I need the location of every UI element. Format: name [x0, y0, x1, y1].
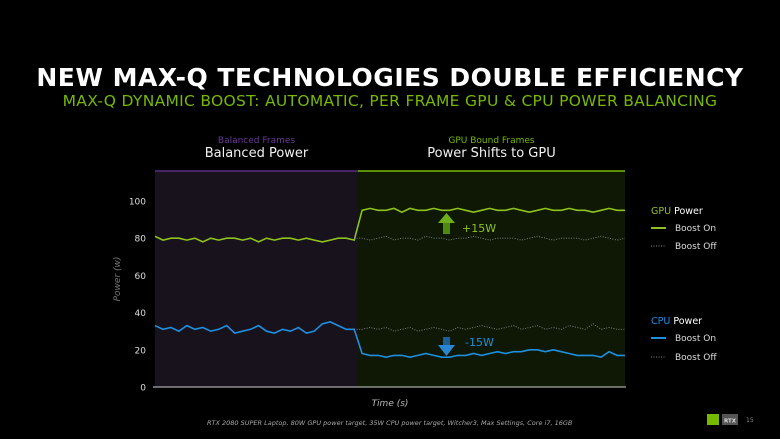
legend-gpu-off: Boost Off — [675, 242, 717, 252]
cpu-delta-label: -15W — [465, 336, 494, 349]
phase-label-balanced: Balanced Frames — [217, 136, 296, 146]
y-tick-label: 100 — [129, 198, 146, 208]
phase-region-balanced — [155, 171, 358, 387]
y-tick-label: 0 — [140, 384, 146, 394]
legend-gpu-prefix: GPU — [651, 206, 671, 217]
legend-cpu-on: Boost On — [675, 334, 716, 344]
y-axis-label: Power (w) — [113, 257, 123, 302]
page-number: 15 — [746, 417, 754, 424]
phase-label-gpu-bound: GPU Bound Frames — [448, 136, 535, 146]
legend-cpu-suffix: Power — [670, 316, 702, 327]
y-tick-label: 60 — [135, 272, 147, 282]
nvidia-rtx-logo: RTX — [707, 414, 738, 425]
legend-gpu-on: Boost On — [675, 224, 716, 234]
phase-title-balanced: Balanced Power — [204, 146, 309, 161]
slide-title: NEW MAX-Q TECHNOLOGIES DOUBLE EFFICIENCY — [36, 63, 744, 92]
legend-gpu-title: GPU Power — [651, 206, 703, 217]
slide-subtitle: MAX-Q DYNAMIC BOOST: AUTOMATIC, PER FRAM… — [62, 92, 718, 110]
phase-region-gpu-bound — [358, 171, 625, 387]
svg-text:RTX: RTX — [724, 419, 737, 425]
legend-cpu-title: CPU Power — [651, 316, 702, 327]
legend-cpu-prefix: CPU — [651, 316, 670, 327]
y-tick-label: 20 — [135, 346, 147, 356]
phase-title-gpu-bound: Power Shifts to GPU — [427, 146, 556, 161]
arrow-up-icon — [438, 213, 455, 234]
arrow-down-icon — [438, 337, 455, 356]
footnote: RTX 2080 SUPER Laptop, 80W GPU power tar… — [207, 419, 573, 427]
series-line-cpu-power-boost-off — [354, 323, 625, 332]
legend-cpu-off: Boost Off — [675, 353, 717, 363]
series-line-cpu-power-boost-on — [154, 321, 625, 359]
series-line-gpu-power-boost-on — [154, 207, 625, 243]
gpu-delta-label: +15W — [462, 222, 496, 235]
x-axis-label: Time (s) — [372, 399, 409, 409]
legend-gpu-suffix: Power — [671, 206, 703, 217]
y-tick-label: 40 — [135, 309, 147, 319]
y-tick-label: 80 — [135, 235, 147, 245]
